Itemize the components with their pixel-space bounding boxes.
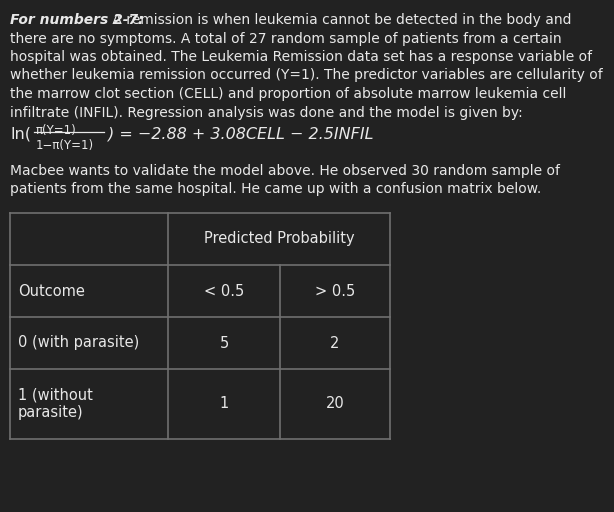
Text: For numbers 2-7:: For numbers 2-7: [10,13,144,27]
Text: > 0.5: > 0.5 [315,284,355,298]
Text: 2: 2 [330,335,340,351]
Text: Macbee wants to validate the model above. He observed 30 random sample of: Macbee wants to validate the model above… [10,164,560,178]
Text: ) = −2.88 + 3.08CELL − 2.5INFIL: ) = −2.88 + 3.08CELL − 2.5INFIL [108,126,373,141]
Text: < 0.5: < 0.5 [204,284,244,298]
Text: Predicted Probability: Predicted Probability [204,231,354,246]
Text: there are no symptoms. A total of 27 random sample of patients from a certain: there are no symptoms. A total of 27 ran… [10,32,562,46]
Text: 0 (with parasite): 0 (with parasite) [18,335,139,351]
Text: 20: 20 [325,396,344,412]
Text: π(Y=1): π(Y=1) [36,124,77,137]
Text: Outcome: Outcome [18,284,85,298]
Text: infiltrate (INFIL). Regression analysis was done and the model is given by:: infiltrate (INFIL). Regression analysis … [10,105,523,119]
Text: patients from the same hospital. He came up with a confusion matrix below.: patients from the same hospital. He came… [10,182,542,197]
Text: hospital was obtained. The Leukemia Remission data set has a response variable o: hospital was obtained. The Leukemia Remi… [10,50,592,64]
Text: A remission is when leukemia cannot be detected in the body and: A remission is when leukemia cannot be d… [109,13,572,27]
Text: 1: 1 [219,396,228,412]
Text: 1 (without: 1 (without [18,388,93,402]
Text: whether leukemia remission occurred (Y=1). The predictor variables are cellulari: whether leukemia remission occurred (Y=1… [10,69,603,82]
Text: 5: 5 [219,335,228,351]
Text: the marrow clot section (CELL) and proportion of absolute marrow leukemia cell: the marrow clot section (CELL) and propo… [10,87,566,101]
Text: 1−π(Y=1): 1−π(Y=1) [36,139,94,152]
Text: parasite): parasite) [18,406,84,420]
Text: ln(: ln( [10,126,31,141]
